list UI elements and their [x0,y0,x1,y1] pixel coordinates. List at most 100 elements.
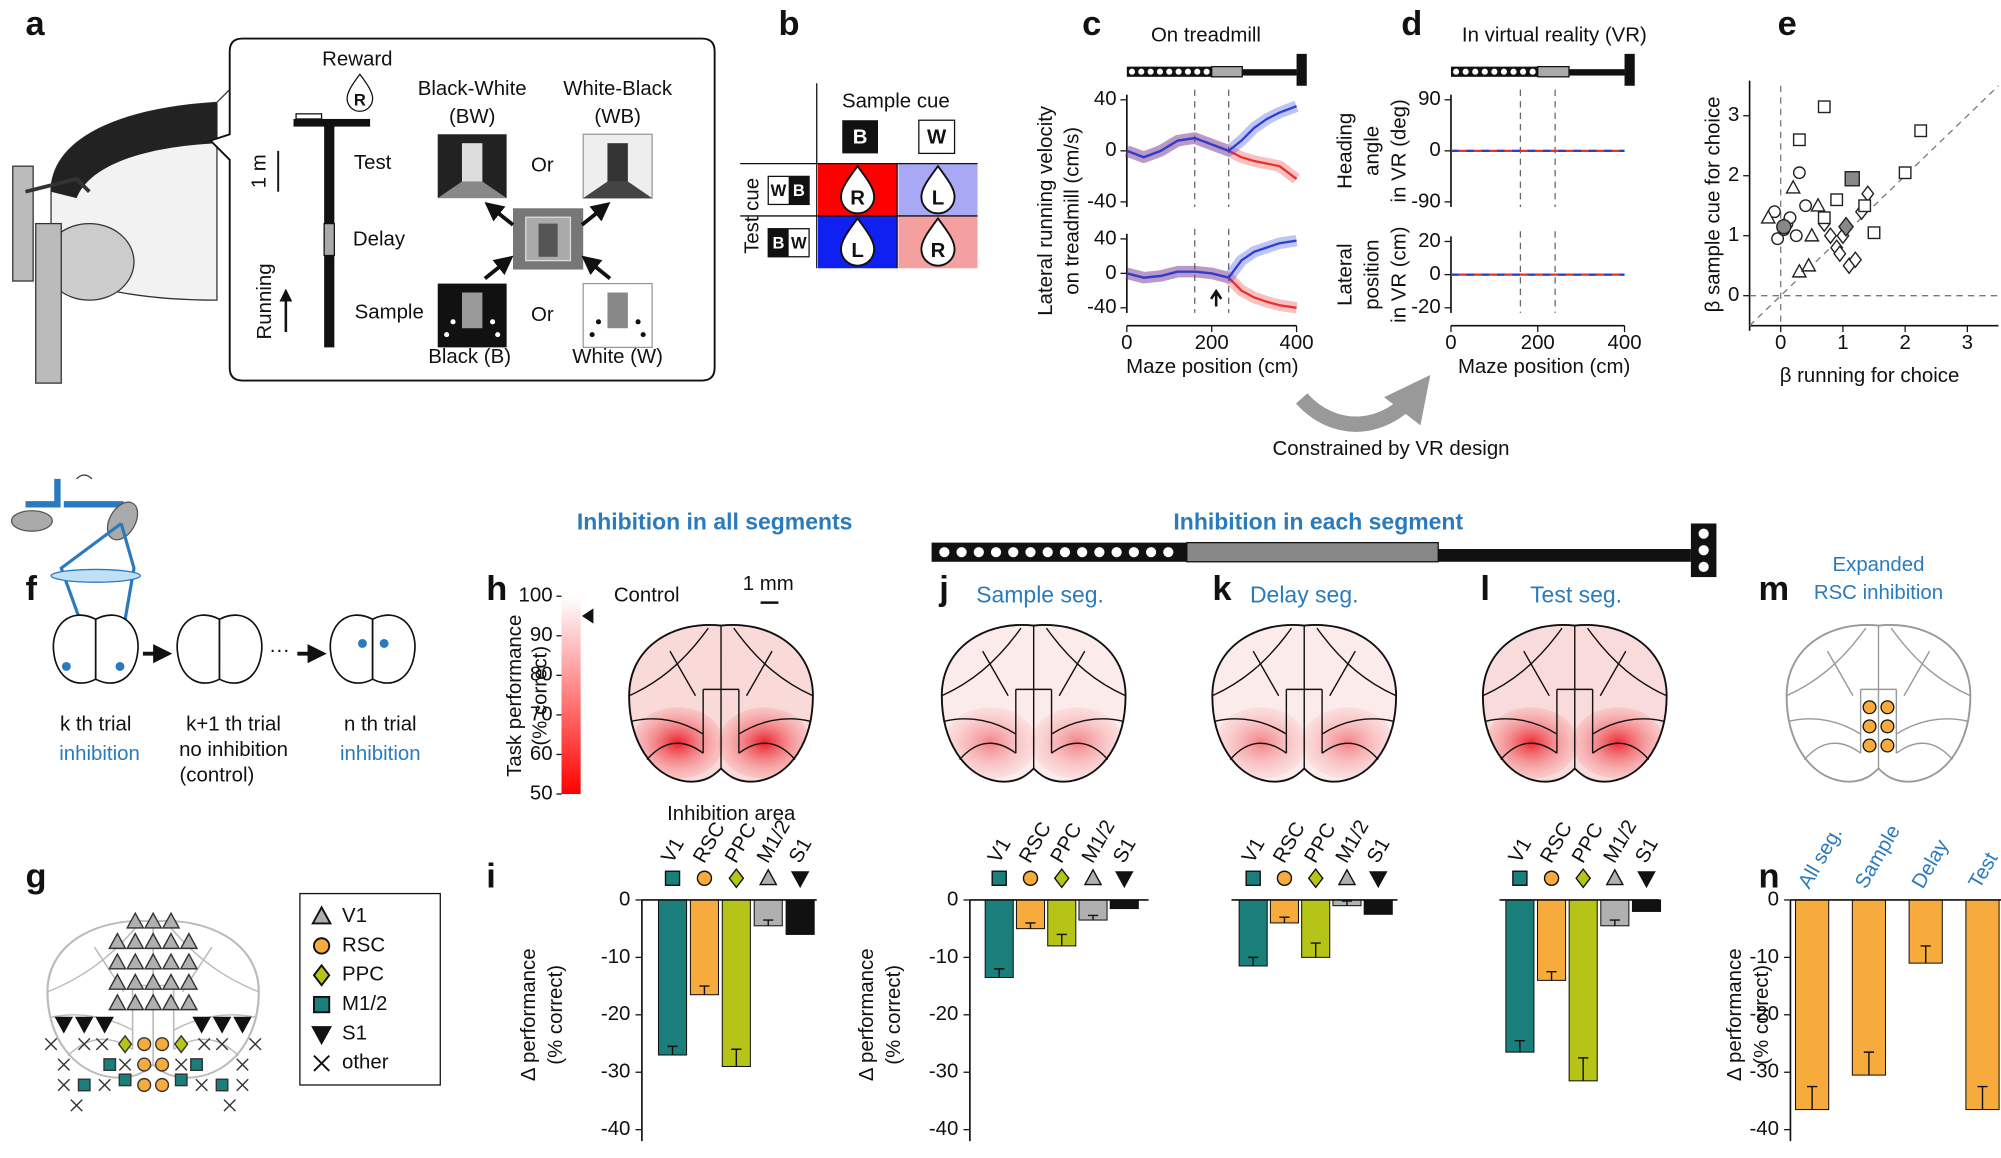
point [1817,100,1831,114]
category-marker [1605,868,1625,886]
choice: L [851,240,863,262]
category-label: PPC [1568,820,1608,867]
site [179,973,199,990]
error-bar [1310,942,1321,958]
site [126,993,145,1011]
y-axis-label: (% correct) [883,965,905,1065]
site [236,1058,249,1071]
rsc-site [1862,700,1877,715]
y-axis-label: (% correct) [545,965,567,1065]
label: Sample [355,301,424,323]
error-bar [1279,916,1290,923]
point [1785,179,1801,194]
error-bar [731,1048,742,1067]
panel-f [52,614,97,684]
error-bar [1248,956,1259,966]
y-axis-label: angle [1362,126,1384,176]
bar [1851,899,1887,1076]
site [190,1058,203,1072]
y-tick-label: -10 [1749,946,1779,968]
category-marker [991,870,1007,886]
x-axis-label: Maze position (cm) [1126,356,1298,378]
maze-dot [1175,68,1182,75]
point [1898,166,1912,180]
legend: V1 RSC PPC M1/2 S1 other [311,905,389,1074]
point [1760,209,1777,224]
panel-letter: d [1401,5,1422,43]
vr-views [635,319,641,325]
control-marker [581,608,594,624]
legend-label: M1/2 [342,993,387,1015]
vr-arrow [1210,288,1223,307]
maze-dot [1128,547,1139,558]
segment-title: Test seg. [1530,581,1622,607]
colorbar-ticks: 100 90 80 70 60 50 [519,585,594,804]
panel-f [176,614,221,684]
point [1789,229,1803,243]
site [195,1078,208,1092]
trial-state: inhibition [340,743,421,765]
site [248,1037,262,1051]
site [154,1037,170,1052]
panel-b [740,83,978,269]
legend-marker [312,937,331,955]
cue-label: B [793,181,805,200]
maze-dot [1094,547,1105,558]
maze-dot [973,547,984,558]
error-bar [1056,933,1067,946]
maze-dot [1042,547,1053,558]
panel-f [115,661,125,671]
maze-vertical [295,113,323,120]
bar [984,899,1014,978]
maze-dot [1025,547,1036,558]
error-bar [1087,914,1099,921]
rig-illustration [12,88,231,384]
site [57,1058,71,1071]
cue-label: W [791,233,807,252]
chart-title: On treadmill [1151,24,1261,46]
maze-dot [1147,68,1154,75]
y-tick-label: -40 [929,1118,959,1140]
y-tick-label: -30 [601,1061,631,1083]
site [161,932,181,950]
panel-f: ··· k th trial inhibition k+1 th trial n… [10,474,421,787]
site [174,1073,188,1087]
site [236,1078,249,1092]
y-tick-label: -40 [601,1118,631,1140]
site [212,1016,232,1034]
panel-f [357,638,367,648]
cue-label: B [772,233,784,252]
maze-dot [1500,68,1508,75]
vr-views [640,332,646,338]
panel-letters: a b c d e f g h i j k l m n [26,5,1797,895]
site [192,1016,211,1034]
y-axis-label: Heading [1335,113,1357,189]
y-tick-label: 0 [1105,139,1116,161]
y-tick-label: -20 [601,1003,631,1025]
error-bar [795,925,806,935]
y-tick-label: -90 [1411,190,1441,212]
legend-marker [311,1026,333,1046]
site [215,1037,229,1051]
point [1810,197,1826,212]
maze-vertical [323,222,335,257]
bar [1568,899,1598,1082]
point [1792,133,1806,147]
site [137,1077,152,1093]
maze-strip [931,53,1717,578]
point [1848,251,1862,269]
panel-b [788,176,810,205]
bar [657,899,688,1056]
panel-a: Reward R 1 m Test Delay Sample Running B… [12,37,716,384]
choice-drops [840,164,956,267]
category-label: V1 [1505,834,1537,867]
maze-dot [1203,68,1210,75]
y-tick-label: 3 [1728,104,1739,126]
point [1844,171,1860,187]
y-tick-label: 0 [947,888,958,910]
maze-dot [939,547,950,558]
vr-views [607,292,628,329]
ellipsis: ··· [269,639,289,661]
trial-state: no inhibition [179,739,288,761]
